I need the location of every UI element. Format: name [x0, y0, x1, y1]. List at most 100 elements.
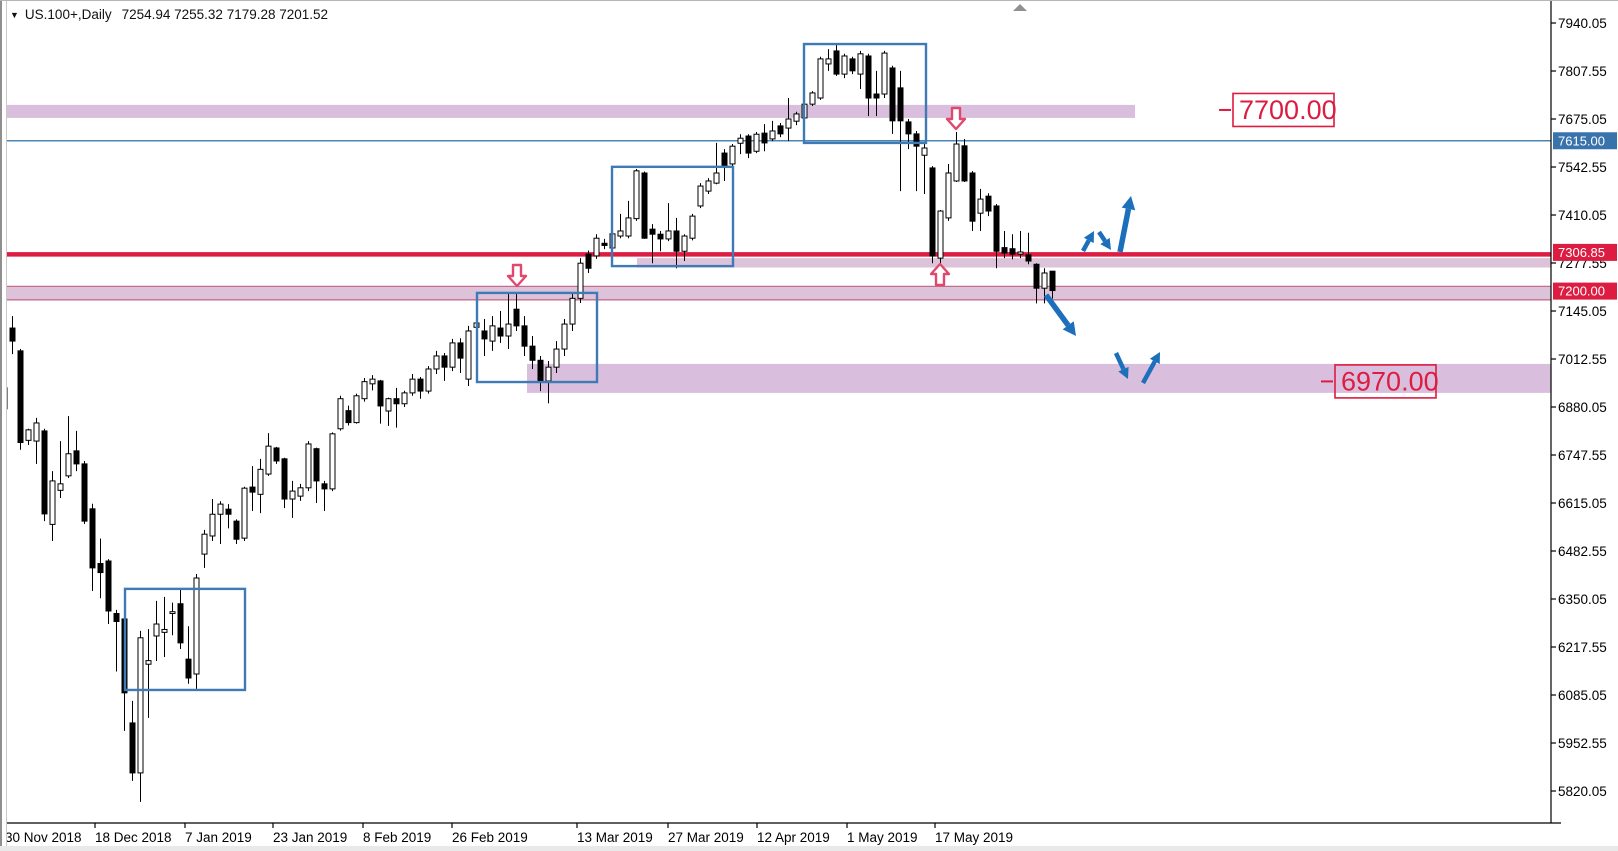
candle-body-bear [1033, 263, 1040, 289]
candle-body-bear [745, 135, 752, 154]
candle-body-bull [425, 368, 432, 392]
price-axis-label: 6085.05 [1558, 688, 1607, 703]
small-down-arrow-icon[interactable] [1113, 352, 1129, 379]
candle-body-bear [521, 325, 528, 347]
sell-signal-arrow-icon[interactable] [506, 263, 528, 288]
candle [633, 169, 640, 221]
consolidation-box-2[interactable] [475, 291, 599, 384]
levels-layer [0, 140, 1551, 257]
consolidation-box-4[interactable] [802, 42, 928, 145]
candle [673, 217, 680, 269]
sell-signal-arrow-icon[interactable] [945, 106, 967, 131]
candle-body-bear [321, 483, 328, 490]
candle [817, 56, 824, 100]
candle-body-bull [33, 422, 40, 442]
small-up-arrow-icon[interactable] [1081, 231, 1094, 253]
big-down-arrow-shaft [1043, 293, 1071, 327]
candle-body-bear [249, 486, 256, 493]
candle-body-bear [1025, 254, 1032, 262]
date-axis-label: 7 Jan 2019 [185, 830, 252, 845]
candle-body-bull [857, 53, 864, 75]
date-axis-label: 23 Jan 2019 [273, 830, 347, 845]
big-up-arrow-icon[interactable] [1117, 196, 1136, 253]
zone-7700[interactable] [0, 104, 1135, 118]
candle-body-bull [937, 210, 944, 259]
zone-price-label-box[interactable] [1334, 364, 1437, 399]
candle-body-bull [977, 198, 984, 214]
scroll-to-end-marker-icon[interactable] [1013, 4, 1027, 11]
candle-body-bull [409, 378, 416, 394]
candle-body-bull [665, 230, 672, 240]
small-up-arrow-icon[interactable] [1141, 352, 1160, 385]
candle [969, 171, 976, 231]
candle [617, 213, 624, 239]
candle [265, 433, 272, 476]
zone-6970[interactable] [527, 363, 1551, 393]
candle-body-bull [817, 58, 824, 99]
candle [689, 213, 696, 241]
candle-body-bull [593, 237, 600, 257]
candle [409, 374, 416, 396]
candle-body-bear [185, 658, 192, 679]
price-axis-label: 5820.05 [1558, 784, 1607, 799]
buy-signal-arrow-icon[interactable] [929, 262, 951, 287]
candle [305, 441, 312, 492]
candle [713, 142, 720, 185]
symbol-period-label: US.100+,Daily [24, 7, 112, 22]
candle-body-bull [681, 235, 688, 252]
zone-7200[interactable] [0, 286, 1551, 300]
candle-body-bear [873, 93, 880, 99]
zone-7306-band[interactable] [637, 258, 1551, 268]
date-axis-label: 8 Feb 2019 [363, 830, 431, 845]
date-axis-label: 13 Mar 2019 [577, 830, 653, 845]
candle-body-bull [881, 52, 888, 95]
candle-body-bear [281, 458, 288, 500]
date-axis-label: 17 May 2019 [935, 830, 1013, 845]
candle [385, 397, 392, 426]
candle [369, 375, 376, 391]
collapse-triangle-icon[interactable]: ▼ [10, 10, 19, 20]
candle-body-bull [369, 378, 376, 385]
small-up-arrow-shaft [1081, 239, 1091, 253]
candle [625, 200, 632, 239]
small-down-arrow-icon[interactable] [1097, 230, 1111, 250]
zones-layer [0, 104, 1551, 393]
candle-body-bear [1009, 248, 1016, 255]
candle [873, 70, 880, 117]
small-up-arrow-head [1083, 231, 1094, 244]
date-axis-label: 27 Mar 2019 [668, 830, 744, 845]
candle-body-bull [785, 118, 792, 129]
zone-price-label-text: 7700.00 [1239, 95, 1337, 125]
candle [585, 250, 592, 273]
candle-body-bull [433, 355, 440, 370]
candle-body-bear [585, 253, 592, 269]
candle [225, 504, 232, 529]
candle-body-bull [49, 480, 56, 525]
candle [145, 629, 152, 718]
candle-body-bull [145, 660, 152, 665]
candle [489, 316, 496, 351]
candle-body-bull [465, 330, 472, 380]
zone-price-label-box[interactable] [1232, 92, 1335, 128]
candle [457, 338, 464, 373]
candle [849, 56, 856, 75]
candle [857, 50, 864, 89]
candle [177, 588, 184, 650]
candle-body-bull [713, 172, 720, 184]
candle-body-bull [545, 366, 552, 382]
price-badge [1553, 132, 1617, 150]
price-axis-label: 6747.55 [1558, 448, 1607, 463]
candle [329, 432, 336, 492]
candle [9, 316, 16, 355]
window-bottom-edge [0, 846, 1618, 851]
consolidation-box-1[interactable] [123, 587, 247, 692]
big-down-arrow-icon[interactable] [1043, 293, 1076, 336]
candle [321, 480, 328, 511]
candle-body-bull [153, 623, 160, 637]
candle-body-bull [217, 503, 224, 515]
consolidation-box-3[interactable] [610, 165, 735, 268]
candle-body-bear [601, 242, 608, 246]
candle [281, 457, 288, 509]
